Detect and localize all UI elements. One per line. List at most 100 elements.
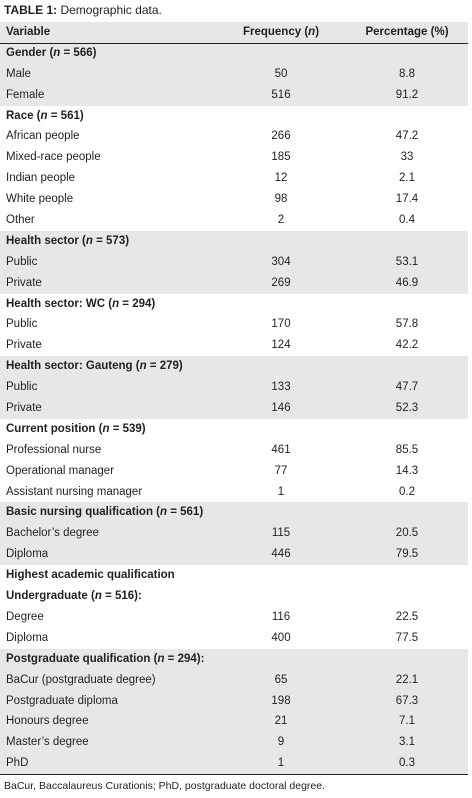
frequency-cell: 98 (274, 193, 288, 206)
frequency-cell: 461 (271, 443, 291, 456)
frequency-cell: 9 (277, 736, 285, 749)
section-heading: Gender (n = 566) (6, 43, 96, 64)
percentage-cell: 67.3 (395, 694, 419, 707)
percentage-cell: 22.5 (395, 610, 419, 623)
text-segment: n (85, 234, 93, 247)
variable-cell: BaCur (postgraduate degree) (6, 673, 156, 686)
text-segment: Health sector: Gauteng ( (6, 360, 140, 373)
percentage-cell: 79.5 (395, 548, 419, 561)
data-row: Public 170 57.8 (0, 314, 468, 335)
text-segment: = 573) (92, 234, 130, 247)
data-row: Mixed-race people 185 33 (0, 147, 468, 168)
header-row: Variable Frequency (n) Percentage (%) (0, 22, 468, 43)
frequency-cell: 269 (271, 276, 291, 289)
frequency-cell: 65 (274, 673, 288, 686)
variable-cell: Honours degree (6, 715, 89, 728)
text-segment: n (160, 506, 168, 519)
text-segment: Health sector: WC ( (6, 297, 113, 310)
frequency-cell: 400 (271, 631, 291, 644)
variable-cell: Operational manager (6, 464, 115, 477)
text-segment: Percentage (%) (365, 26, 449, 38)
section-heading-row: Postgraduate qualification (n = 294): (0, 648, 468, 670)
text-segment: = 294): (164, 652, 205, 665)
percentage-cell: 47.7 (395, 381, 419, 394)
data-row: Public 133 47.7 (0, 377, 468, 399)
variable-cell: Master’s degree (6, 736, 89, 749)
caption-text: Demographic data. (57, 3, 162, 17)
percentage-cell: 14.3 (395, 464, 419, 477)
variable-cell: Indian people (6, 172, 76, 185)
text-segment: Postgraduate qualification ( (6, 652, 158, 665)
section-heading: Highest academic qualification (6, 565, 175, 586)
section-heading: Postgraduate qualification (n = 294): (6, 649, 204, 670)
variable-cell: African people (6, 130, 80, 143)
text-segment: Health sector ( (6, 234, 86, 247)
text-segment: Basic nursing qualification ( (6, 506, 160, 519)
section-heading-row: Highest academic qualification (0, 565, 468, 586)
percentage-cell: 52.3 (395, 402, 419, 415)
percentage-cell: 22.1 (395, 673, 419, 686)
section-heading: Health sector (n = 573) (6, 231, 129, 252)
text-segment: = 561) (47, 109, 84, 122)
percentage-cell: 33 (400, 151, 414, 164)
text-segment: Highest academic qualification (6, 569, 175, 582)
frequency-cell: 115 (271, 527, 291, 540)
frequency-cell: 146 (271, 402, 291, 415)
section-heading-row: Undergraduate (n = 516): (0, 586, 468, 607)
text-segment: Variable (6, 26, 51, 38)
data-row: BaCur (postgraduate degree) 65 22.1 (0, 669, 468, 691)
variable-cell: PhD (6, 757, 29, 770)
data-row: Honours degree 21 7.1 (0, 711, 468, 733)
data-row: Indian people 12 2.1 (0, 168, 468, 189)
variable-cell: Other (6, 214, 35, 227)
text-segment: ) (315, 26, 320, 38)
text-segment: n (157, 652, 165, 665)
table: Variable Frequency (n) Percentage (%) Gende… (0, 22, 468, 775)
section-heading-row: Gender (n = 566) (0, 42, 468, 64)
frequency-cell: 1 (277, 757, 285, 770)
percentage-cell: 57.8 (395, 318, 419, 331)
percentage-cell: 8.8 (399, 67, 415, 80)
text-segment: = 561) (167, 506, 204, 519)
section-heading: Basic nursing qualification (n = 561) (6, 502, 203, 523)
data-row: Private 269 46.9 (0, 272, 468, 294)
percentage-cell: 7.1 (399, 715, 415, 728)
text-segment: = 539) (109, 422, 146, 435)
percentage-cell: 0.4 (399, 214, 415, 227)
variable-cell: White people (6, 193, 74, 206)
frequency-cell: 185 (271, 151, 291, 164)
data-row: Master’s degree 9 3.1 (0, 732, 468, 754)
percentage-cell: 3.1 (399, 736, 415, 749)
percentage-cell: 47.2 (395, 130, 419, 143)
data-row: Operational manager 77 14.3 (0, 461, 468, 482)
data-row: Female 516 91.2 (0, 84, 468, 106)
frequency-cell: 50 (274, 67, 288, 80)
text-segment: = 516): (101, 590, 142, 603)
frequency-cell: 516 (271, 88, 291, 101)
frequency-cell: 170 (271, 318, 291, 331)
section-heading: Health sector: Gauteng (n = 279) (6, 356, 183, 377)
header-rule (0, 42, 468, 44)
variable-cell: Diploma (6, 548, 49, 561)
percentage-cell: 42.2 (395, 339, 419, 352)
text-segment: Undergraduate ( (6, 590, 95, 603)
frequency-cell: 1 (277, 485, 285, 498)
data-row: Professional nurse 461 85.5 (0, 440, 468, 461)
frequency-cell: 2 (277, 214, 285, 227)
section-heading-row: Basic nursing qualification (n = 561) (0, 502, 468, 524)
data-row: Postgraduate diploma 198 67.3 (0, 690, 468, 712)
section-heading-row: Health sector: WC (n = 294) (0, 294, 468, 315)
data-row: White people 98 17.4 (0, 189, 468, 210)
text-segment: n (102, 422, 110, 435)
text-segment: = 294) (119, 297, 156, 310)
text-segment: = 279) (146, 360, 183, 373)
variable-cell: Male (6, 67, 31, 80)
text-segment: n (40, 109, 48, 122)
frequency-cell: 446 (271, 548, 291, 561)
data-row: Public 304 53.1 (0, 251, 468, 273)
frequency-cell: 21 (274, 715, 288, 728)
frequency-cell: 124 (271, 339, 291, 352)
text-segment: n (94, 590, 102, 603)
variable-cell: Public (6, 255, 38, 268)
